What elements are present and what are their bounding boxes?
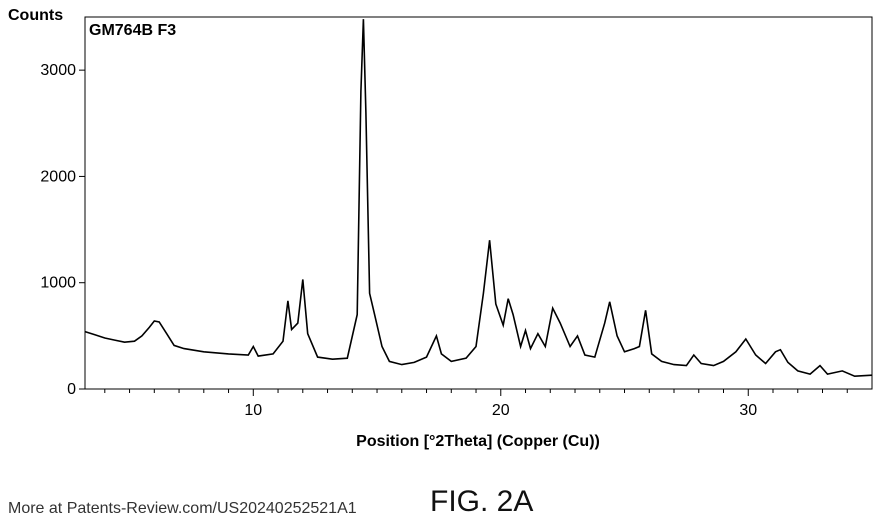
x-tick-label: 10 [244, 402, 262, 419]
figure-label: FIG. 2A [430, 485, 533, 519]
y-tick-label: 3000 [40, 62, 76, 79]
y-axis-label: Counts [8, 7, 63, 24]
y-tick-label: 0 [67, 381, 76, 398]
diffraction-pattern-line [85, 19, 872, 376]
x-tick-label: 30 [739, 402, 757, 419]
y-axis-ticks: 0 1000 2000 3000 [40, 62, 85, 398]
chart-title: GM764B F3 [89, 22, 176, 39]
x-tick-label: 20 [492, 402, 510, 419]
x-axis-label: Position [°2Theta] (Copper (Cu)) [356, 433, 600, 450]
y-tick-label: 2000 [40, 168, 76, 185]
source-footer: More at Patents-Review.com/US20240252521… [8, 500, 357, 518]
y-tick-label: 1000 [40, 275, 76, 292]
x-axis-ticks: 10 20 30 [105, 389, 847, 419]
